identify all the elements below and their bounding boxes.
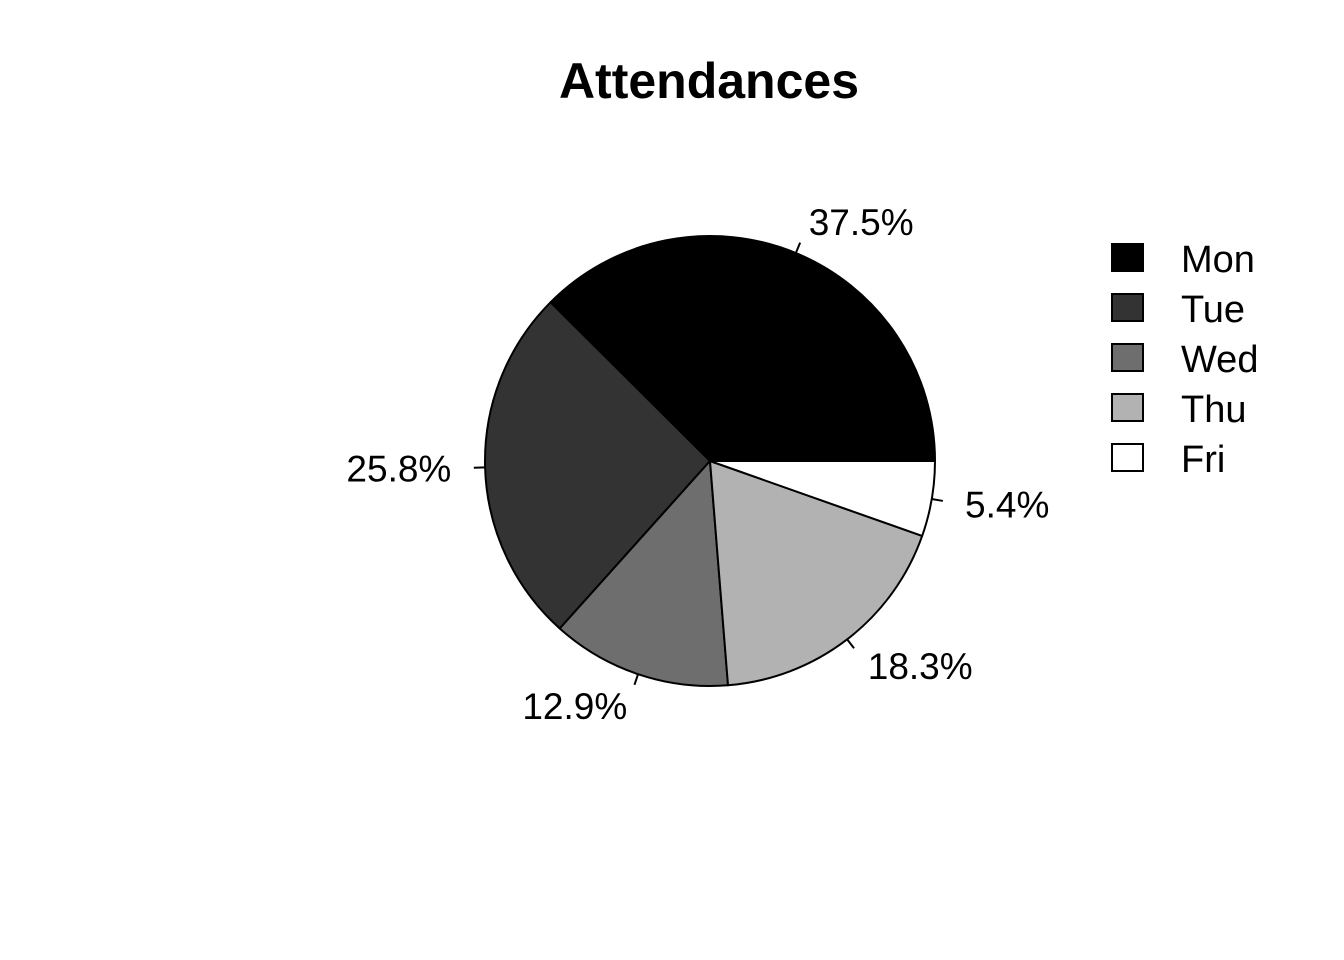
legend: Mon Tue Wed Thu Fri [1111, 239, 1258, 481]
legend-swatch-thu [1111, 393, 1144, 422]
pie-label-tue: 25.8% [346, 448, 451, 489]
legend-swatch-mon [1111, 243, 1144, 272]
pie-slice-wed [558, 460, 730, 687]
pie-label-tick-mon [794, 242, 802, 254]
pie-label-tick-thu [846, 638, 855, 649]
pie-label-wed: 12.9% [522, 686, 627, 727]
pie-label-fri: 5.4% [965, 485, 1049, 526]
chart-title: Attendances [559, 53, 859, 109]
pie-slice-tue [484, 301, 711, 630]
legend-label-tue: Tue [1181, 289, 1245, 331]
pie-label-tick-wed [633, 673, 639, 686]
pie-slice-mon [549, 235, 936, 462]
legend-label-fri: Fri [1181, 439, 1225, 481]
legend-swatch-fri [1111, 443, 1144, 472]
pie-slices [484, 235, 936, 687]
legend-label-wed: Wed [1181, 339, 1258, 381]
pie-labels: 37.5% 25.8% 12.9% 18.3% 5.4% [346, 202, 1049, 727]
pie-slice-fri [709, 460, 936, 537]
legend-label-thu: Thu [1181, 389, 1246, 431]
pie-label-mon: 37.5% [809, 202, 914, 243]
pie-label-tick-fri [931, 498, 944, 502]
pie-slice-thu [709, 460, 924, 687]
legend-swatch-tue [1111, 293, 1144, 322]
pie-label-thu: 18.3% [868, 646, 973, 687]
legend-swatch-wed [1111, 343, 1144, 372]
legend-label-mon: Mon [1181, 239, 1255, 281]
